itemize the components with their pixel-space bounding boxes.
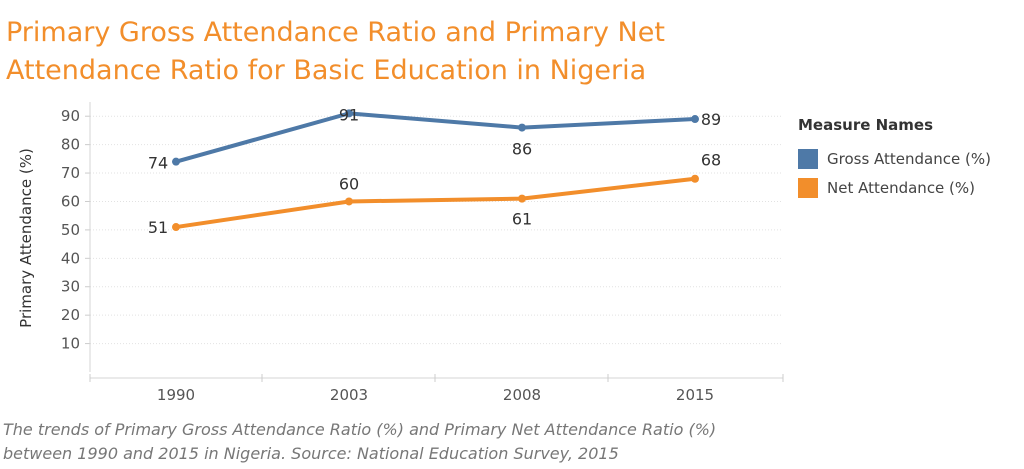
series-0-point-2015 (691, 115, 699, 124)
series-0-label-2008: 86 (512, 140, 532, 159)
legend-item-gross[interactable]: Gross Attendance (%) (798, 144, 991, 173)
series-line-0 (174, 111, 697, 164)
series-0-point-2003 (345, 109, 353, 118)
x-tick-label-2003: 2003 (330, 386, 368, 404)
chart-title: Primary Gross Attendance Ratio and Prima… (6, 14, 806, 90)
chart-title-line-1: Primary Gross Attendance Ratio and Prima… (6, 17, 665, 48)
series-1-label-2008: 61 (512, 210, 532, 229)
y-tick-label-80: 80 (61, 136, 80, 154)
y-tick-label-60: 60 (61, 192, 80, 210)
legend-swatch-gross (798, 148, 818, 169)
legend: Measure Names Gross Attendance (%) Net A… (798, 116, 991, 202)
series-1-point-2015 (691, 174, 699, 183)
legend-swatch-net (798, 177, 818, 198)
series-1-label-2003: 60 (339, 174, 359, 193)
legend-label-net: Net Attendance (%) (827, 178, 976, 197)
series-0-point-2008 (518, 123, 526, 132)
figure-caption: The trends of Primary Gross Attendance R… (3, 418, 1003, 466)
series-line-1 (174, 176, 697, 230)
series-0-label-2015: 89 (701, 110, 721, 129)
series-0-label-1990: 74 (148, 154, 168, 173)
y-tick-label-90: 90 (61, 107, 80, 125)
y-axis-label: Primary Attendance (%) (17, 148, 35, 328)
x-tick-label-2015: 2015 (676, 386, 714, 404)
series-1-point-2008 (518, 194, 526, 203)
y-tick-label-30: 30 (61, 278, 80, 296)
series-1-label-1990: 51 (148, 218, 168, 237)
y-tick-label-50: 50 (61, 221, 80, 239)
series-1-label-2015: 68 (701, 151, 721, 170)
series-0-label-2003: 91 (339, 105, 359, 124)
y-tick-label-40: 40 (61, 249, 80, 267)
axes: 10 20 30 40 50 60 70 80 90 1990 2003 2008 2015 (61, 102, 784, 404)
gridlines (90, 115, 783, 345)
y-tick-label-10: 10 (61, 335, 80, 353)
data-labels: 74 91 86 89 51 60 61 68 (148, 105, 721, 237)
caption-line-2: between 1990 and 2015 in Nigeria. Source… (3, 444, 619, 463)
series-1-point-2003 (345, 197, 353, 206)
y-tick-label-20: 20 (61, 306, 80, 324)
x-tick-label-2008: 2008 (503, 386, 541, 404)
series-0-point-1990 (172, 157, 180, 166)
legend-title: Measure Names (798, 116, 934, 134)
chart-title-line-2: Attendance Ratio for Basic Education in … (6, 55, 647, 86)
legend-item-net[interactable]: Net Attendance (%) (798, 173, 991, 202)
legend-label-gross: Gross Attendance (%) (827, 149, 991, 168)
y-tick-label-70: 70 (61, 164, 80, 182)
series-1-point-1990 (172, 223, 180, 232)
x-tick-label-1990: 1990 (157, 386, 195, 404)
caption-line-1: The trends of Primary Gross Attendance R… (3, 420, 717, 439)
series-layer (172, 109, 699, 232)
